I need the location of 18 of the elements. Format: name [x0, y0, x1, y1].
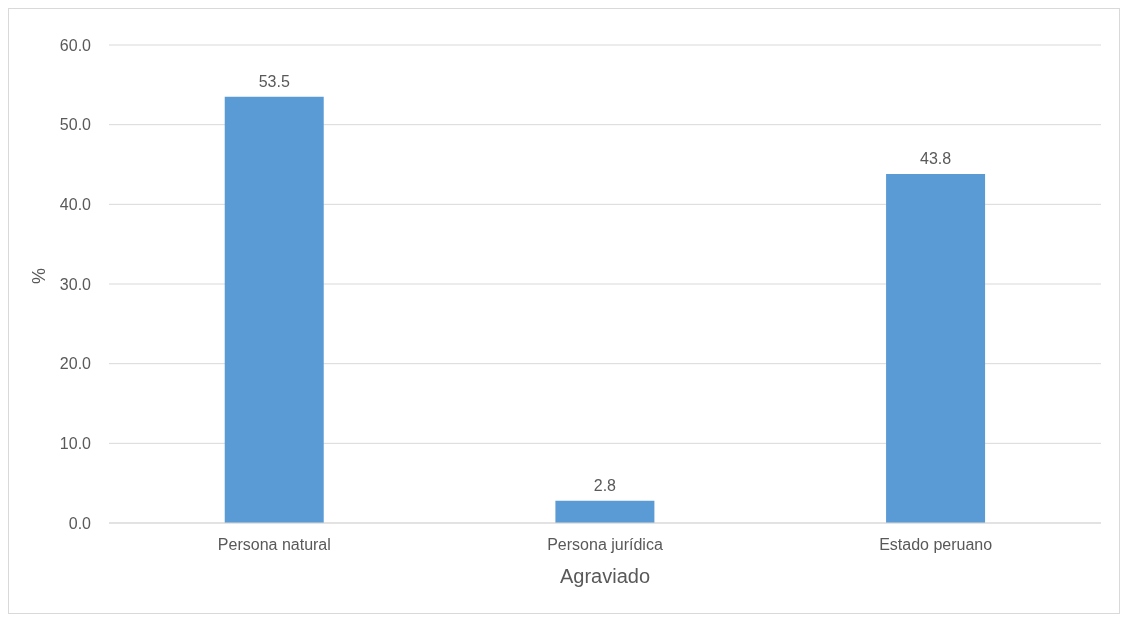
- bar: [555, 500, 655, 523]
- y-tick-label: 20.0: [59, 355, 92, 373]
- x-tick-label: Persona jurídica: [547, 536, 663, 554]
- x-tick-label: Estado peruano: [879, 536, 993, 554]
- y-tick-label: 60.0: [59, 36, 92, 54]
- data-label: 53.5: [258, 72, 290, 90]
- y-tick-label: 30.0: [59, 275, 92, 293]
- y-tick-label: 10.0: [59, 435, 92, 453]
- x-axis-title: Agraviado: [559, 565, 651, 587]
- y-tick-label: 40.0: [59, 196, 92, 214]
- data-label: 43.8: [920, 150, 952, 168]
- y-tick-label: 0.0: [68, 514, 92, 532]
- x-tick-label: Persona natural: [217, 536, 331, 554]
- bar: [224, 96, 324, 523]
- bar: [886, 174, 986, 523]
- y-tick-label: 50.0: [59, 116, 92, 134]
- y-axis-title: %: [29, 267, 50, 284]
- data-label: 2.8: [593, 476, 617, 494]
